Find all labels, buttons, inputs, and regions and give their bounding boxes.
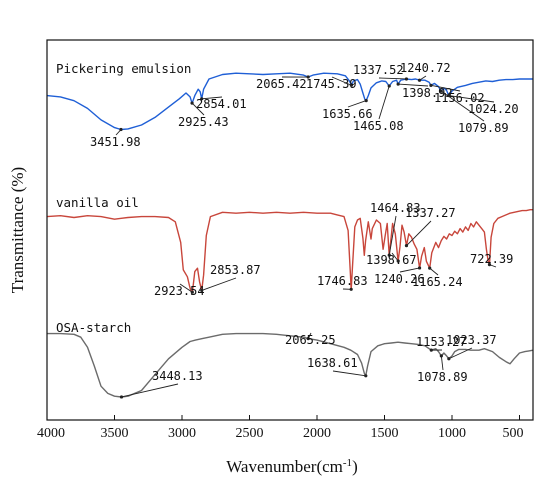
peak-marker bbox=[349, 83, 353, 87]
peak-leader-line bbox=[201, 96, 223, 100]
peak-label: 722.39 bbox=[470, 252, 513, 266]
peak-marker bbox=[349, 287, 353, 291]
peak-marker bbox=[447, 357, 451, 361]
peak-marker bbox=[387, 84, 391, 88]
peak-leader-line bbox=[191, 102, 205, 116]
peak-leader-line bbox=[378, 77, 407, 80]
peak-leader-line bbox=[448, 95, 495, 103]
peak-label: 3448.13 bbox=[152, 369, 203, 383]
peak-leader-line bbox=[406, 220, 432, 246]
peak-leader-line bbox=[391, 252, 399, 262]
peak-leader-line bbox=[331, 76, 352, 86]
x-axis-ticks: 4000 3500 3000 2500 2000 1500 1000 500 bbox=[37, 415, 524, 441]
peak-marker bbox=[429, 83, 433, 87]
peak-marker bbox=[439, 89, 443, 93]
x-tick-label: 3000 bbox=[168, 426, 196, 441]
peak-marker bbox=[487, 263, 492, 267]
peak-label: 1024.20 bbox=[468, 102, 519, 116]
peak-label: 1079.89 bbox=[458, 121, 509, 135]
x-axis-title: Wavenumber(cm-1) bbox=[226, 457, 357, 476]
series-label-osa-starch: OSA-starch bbox=[56, 320, 131, 335]
axes bbox=[46, 39, 534, 421]
series-line-vanilla-oil bbox=[46, 209, 533, 293]
peak-leader-line bbox=[448, 347, 473, 360]
peak-leader-line bbox=[440, 355, 444, 371]
peak-marker bbox=[417, 78, 422, 82]
peak-marker bbox=[417, 266, 422, 270]
peak-leader-line bbox=[332, 370, 366, 377]
peak-leader-line bbox=[398, 83, 429, 87]
peak-leader-line bbox=[201, 277, 237, 291]
peak-label: 2065.42 bbox=[256, 77, 307, 91]
peak-marker bbox=[429, 348, 433, 352]
peak-label: 1464.83 bbox=[370, 201, 421, 215]
peak-label: 1153.27 bbox=[416, 335, 467, 349]
peak-leader-line bbox=[347, 100, 367, 108]
peak-label: 1023.37 bbox=[446, 333, 497, 347]
peak-leader-line bbox=[429, 267, 439, 276]
peak-label: 3451.98 bbox=[90, 135, 141, 149]
peak-marker bbox=[396, 259, 400, 263]
peak-marker bbox=[387, 253, 391, 257]
peak-label: 1240.72 bbox=[400, 61, 451, 75]
peak-label: 1638.61 bbox=[307, 356, 358, 370]
peak-label: 1337.52 bbox=[353, 63, 404, 77]
peak-marker bbox=[190, 101, 194, 105]
x-tick-label: 500 bbox=[503, 426, 524, 441]
x-tick-label: 2500 bbox=[236, 426, 264, 441]
y-axis-title: Transmittance (%) bbox=[8, 167, 27, 293]
series-label-pickering-emulsion: Pickering emulsion bbox=[56, 61, 191, 76]
peak-label: 2925.43 bbox=[178, 115, 229, 129]
series-line-pickering-emulsion bbox=[46, 72, 533, 131]
peak-leader-line bbox=[121, 383, 179, 398]
peak-marker bbox=[306, 337, 310, 341]
peak-label: 1078.89 bbox=[417, 370, 468, 384]
peak-label: 2853.87 bbox=[210, 263, 261, 277]
x-tick-label: 3500 bbox=[101, 426, 129, 441]
peak-label: 1165.24 bbox=[412, 275, 463, 289]
peak-leader-line bbox=[388, 215, 397, 256]
peak-marker bbox=[404, 77, 409, 81]
series-label-vanilla-oil: vanilla oil bbox=[56, 195, 139, 210]
peak-annotations: 3451.98 2925.43 2854.01 2065.42 1745.39 1635.… bbox=[90, 61, 519, 399]
peak-label: 1635.66 bbox=[322, 107, 373, 121]
peak-marker bbox=[404, 244, 409, 248]
x-tick-label: 2000 bbox=[303, 426, 331, 441]
x-axis-title-sup: -1 bbox=[343, 457, 352, 469]
peak-label: 1465.08 bbox=[353, 119, 404, 133]
x-tick-label: 1000 bbox=[438, 426, 466, 441]
peak-marker bbox=[190, 290, 194, 294]
peak-label: 2065.25 bbox=[285, 333, 336, 347]
peak-marker bbox=[428, 266, 432, 270]
peak-label: 2923.54 bbox=[154, 284, 205, 298]
peak-marker bbox=[200, 288, 204, 293]
peak-label: 1240.26 bbox=[374, 272, 425, 286]
series-labels: Pickering emulsion vanilla oil OSA-starch bbox=[56, 61, 191, 335]
peak-marker bbox=[119, 395, 124, 399]
peak-marker bbox=[447, 93, 451, 98]
peak-label: 1337.27 bbox=[405, 206, 456, 220]
peak-leader-line bbox=[179, 283, 193, 293]
peak-label: 1398.92 bbox=[402, 86, 453, 100]
peak-marker bbox=[200, 97, 204, 101]
x-tick-label: 4000 bbox=[37, 426, 65, 441]
x-tick-label: 1500 bbox=[371, 426, 399, 441]
peak-marker bbox=[119, 127, 123, 132]
peak-leader-line bbox=[399, 267, 420, 273]
peak-leader-line bbox=[378, 85, 390, 120]
peak-label: 1745.39 bbox=[306, 77, 357, 91]
peak-marker bbox=[306, 75, 310, 79]
x-axis-title-main: Wavenumber(cm bbox=[226, 457, 343, 476]
peak-marker bbox=[364, 374, 368, 378]
peak-marker bbox=[396, 82, 400, 86]
peak-leader-line bbox=[430, 84, 461, 92]
plot-frame bbox=[46, 39, 534, 421]
peak-label: 1746.83 bbox=[317, 274, 368, 288]
peak-marker bbox=[439, 354, 443, 358]
peak-label: 2854.01 bbox=[196, 97, 247, 111]
x-axis-title-close: ) bbox=[352, 457, 358, 476]
peak-label: 1398.67 bbox=[366, 253, 417, 267]
peak-marker bbox=[364, 99, 368, 103]
